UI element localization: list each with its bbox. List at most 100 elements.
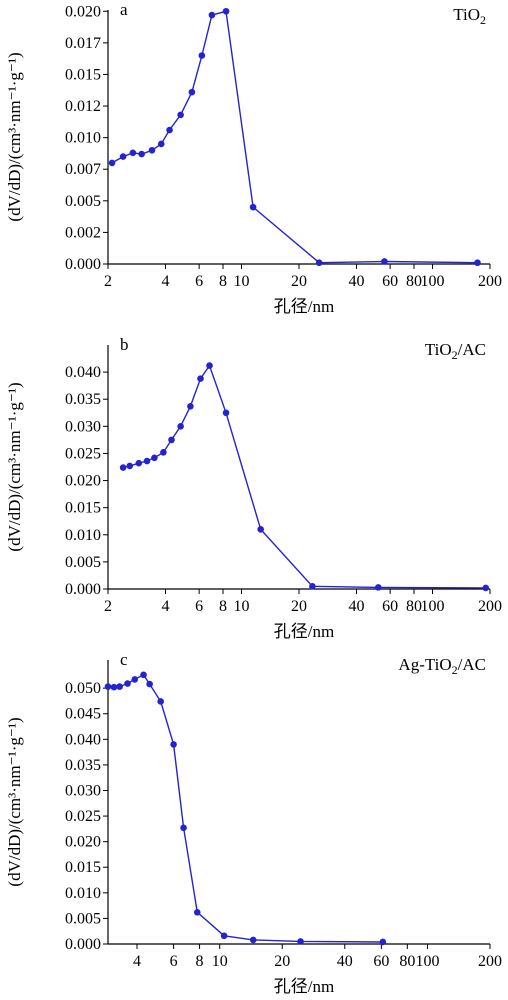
data-point <box>148 146 156 154</box>
data-point <box>119 153 127 160</box>
chart-panel-b: 0.000 0.005 0.010 0.015 0.020 0.025 0.030 0.035… <box>5 335 502 641</box>
x-tick-label: 10 <box>212 953 228 970</box>
data-point <box>143 457 151 465</box>
y-tick-label: 0.040 <box>65 364 101 381</box>
x-tick-label: 100 <box>421 273 445 290</box>
legend-label: TiO2/AC <box>425 340 486 362</box>
data-point <box>249 203 257 211</box>
x-axis-title: 孔径/nm <box>274 977 334 996</box>
data-point <box>257 526 264 533</box>
panel-label: c <box>120 650 128 669</box>
panel-label: a <box>120 0 128 19</box>
x-tick-label: 80 <box>399 953 415 970</box>
data-point <box>108 159 116 167</box>
y-tick-label: 0.020 <box>65 3 101 20</box>
data-point <box>177 423 184 430</box>
x-axis-title: 孔径/nm <box>274 297 334 316</box>
data-point <box>151 454 158 462</box>
data-point <box>177 111 184 119</box>
data-point <box>146 680 153 688</box>
series-line <box>107 673 383 943</box>
x-tick-label: 4 <box>161 598 169 615</box>
data-point <box>474 259 481 267</box>
data-point <box>198 52 206 59</box>
data-point <box>249 936 257 944</box>
data-point <box>116 683 123 690</box>
y-axis-title: (dV/dD)/(cm³·nm⁻¹·g⁻¹) <box>5 382 24 551</box>
y-tick-label: 0.012 <box>65 98 101 115</box>
series-line <box>122 364 486 589</box>
y-tick-label: 0.020 <box>65 473 101 490</box>
y-tick-label: 0.030 <box>65 782 101 799</box>
series-line <box>111 10 478 264</box>
y-axis-title: (dV/dD)/(cm³·nm⁻¹·g⁻¹) <box>5 717 24 886</box>
x-tick-label: 6 <box>170 953 178 970</box>
x-tick-label: 200 <box>478 273 502 290</box>
x-tick-label: 60 <box>382 598 398 615</box>
y-tick-label: 0.017 <box>65 35 101 52</box>
data-point <box>381 258 388 265</box>
data-point <box>180 824 187 832</box>
x-tick-label: 10 <box>234 598 250 615</box>
y-tick-label: 0.020 <box>65 834 101 851</box>
x-tick-label: 6 <box>195 273 203 290</box>
x-tick-label: 60 <box>382 273 398 290</box>
data-point <box>157 698 164 705</box>
x-tick-label: 2 <box>104 598 112 615</box>
data-point <box>166 126 173 134</box>
y-tick-label: 0.000 <box>65 936 101 953</box>
data-point <box>206 362 213 369</box>
data-point <box>222 409 230 417</box>
data-point <box>220 932 228 940</box>
x-tick-label: 40 <box>337 953 353 970</box>
y-tick-label: 0.007 <box>65 161 101 178</box>
chart-panel-a: 0.000 0.002 0.005 0.007 0.010 0.012 0.015 0.017… <box>5 0 502 316</box>
y-tick-label: 0.000 <box>65 256 101 273</box>
y-tick-label: 0.035 <box>65 391 101 408</box>
data-point <box>208 11 216 19</box>
data-point <box>157 140 165 148</box>
x-tick-label: 80 <box>406 598 422 615</box>
y-tick-label: 0.035 <box>65 757 101 774</box>
data-point <box>138 150 145 158</box>
data-point <box>131 676 139 683</box>
data-point <box>104 683 112 690</box>
x-tick-label: 40 <box>348 598 364 615</box>
y-tick-label: 0.005 <box>65 193 101 210</box>
y-tick-label: 0.025 <box>65 445 101 462</box>
x-tick-label: 20 <box>291 273 307 290</box>
legend-label: TiO2 <box>453 5 486 27</box>
data-point <box>140 671 147 679</box>
y-tick-label: 0.025 <box>65 808 101 825</box>
y-tick-label: 0.050 <box>65 680 101 697</box>
y-tick-label: 0.005 <box>65 554 101 571</box>
x-tick-label: 40 <box>348 273 364 290</box>
x-tick-label: 80 <box>406 273 422 290</box>
data-point <box>135 459 143 467</box>
panel-label: b <box>120 335 129 354</box>
x-tick-label: 4 <box>133 953 141 970</box>
y-tick-label: 0.030 <box>65 418 101 435</box>
x-tick-label: 100 <box>415 953 439 970</box>
x-tick-label: 20 <box>291 598 307 615</box>
y-tick-label: 0.015 <box>65 500 101 517</box>
data-point <box>124 680 131 687</box>
y-tick-label: 0.045 <box>65 706 101 723</box>
chart-panel-c: 0.000 0.005 0.010 0.015 0.020 0.025 0.030 0.035… <box>5 650 502 996</box>
y-tick-label: 0.002 <box>65 224 101 241</box>
data-point <box>222 7 230 15</box>
x-tick-label: 8 <box>196 953 204 970</box>
x-axis-title: 孔径/nm <box>274 622 334 641</box>
x-tick-label: 6 <box>195 598 203 615</box>
data-point <box>110 683 118 691</box>
data-point <box>197 375 204 382</box>
y-tick-label: 0.010 <box>65 130 101 147</box>
x-tick-label: 20 <box>274 953 290 970</box>
y-tick-label: 0.015 <box>65 859 101 876</box>
x-tick-label: 100 <box>421 598 445 615</box>
data-point <box>374 584 382 591</box>
data-point <box>168 436 175 444</box>
data-point <box>379 938 387 946</box>
x-tick-label: 200 <box>478 953 502 970</box>
